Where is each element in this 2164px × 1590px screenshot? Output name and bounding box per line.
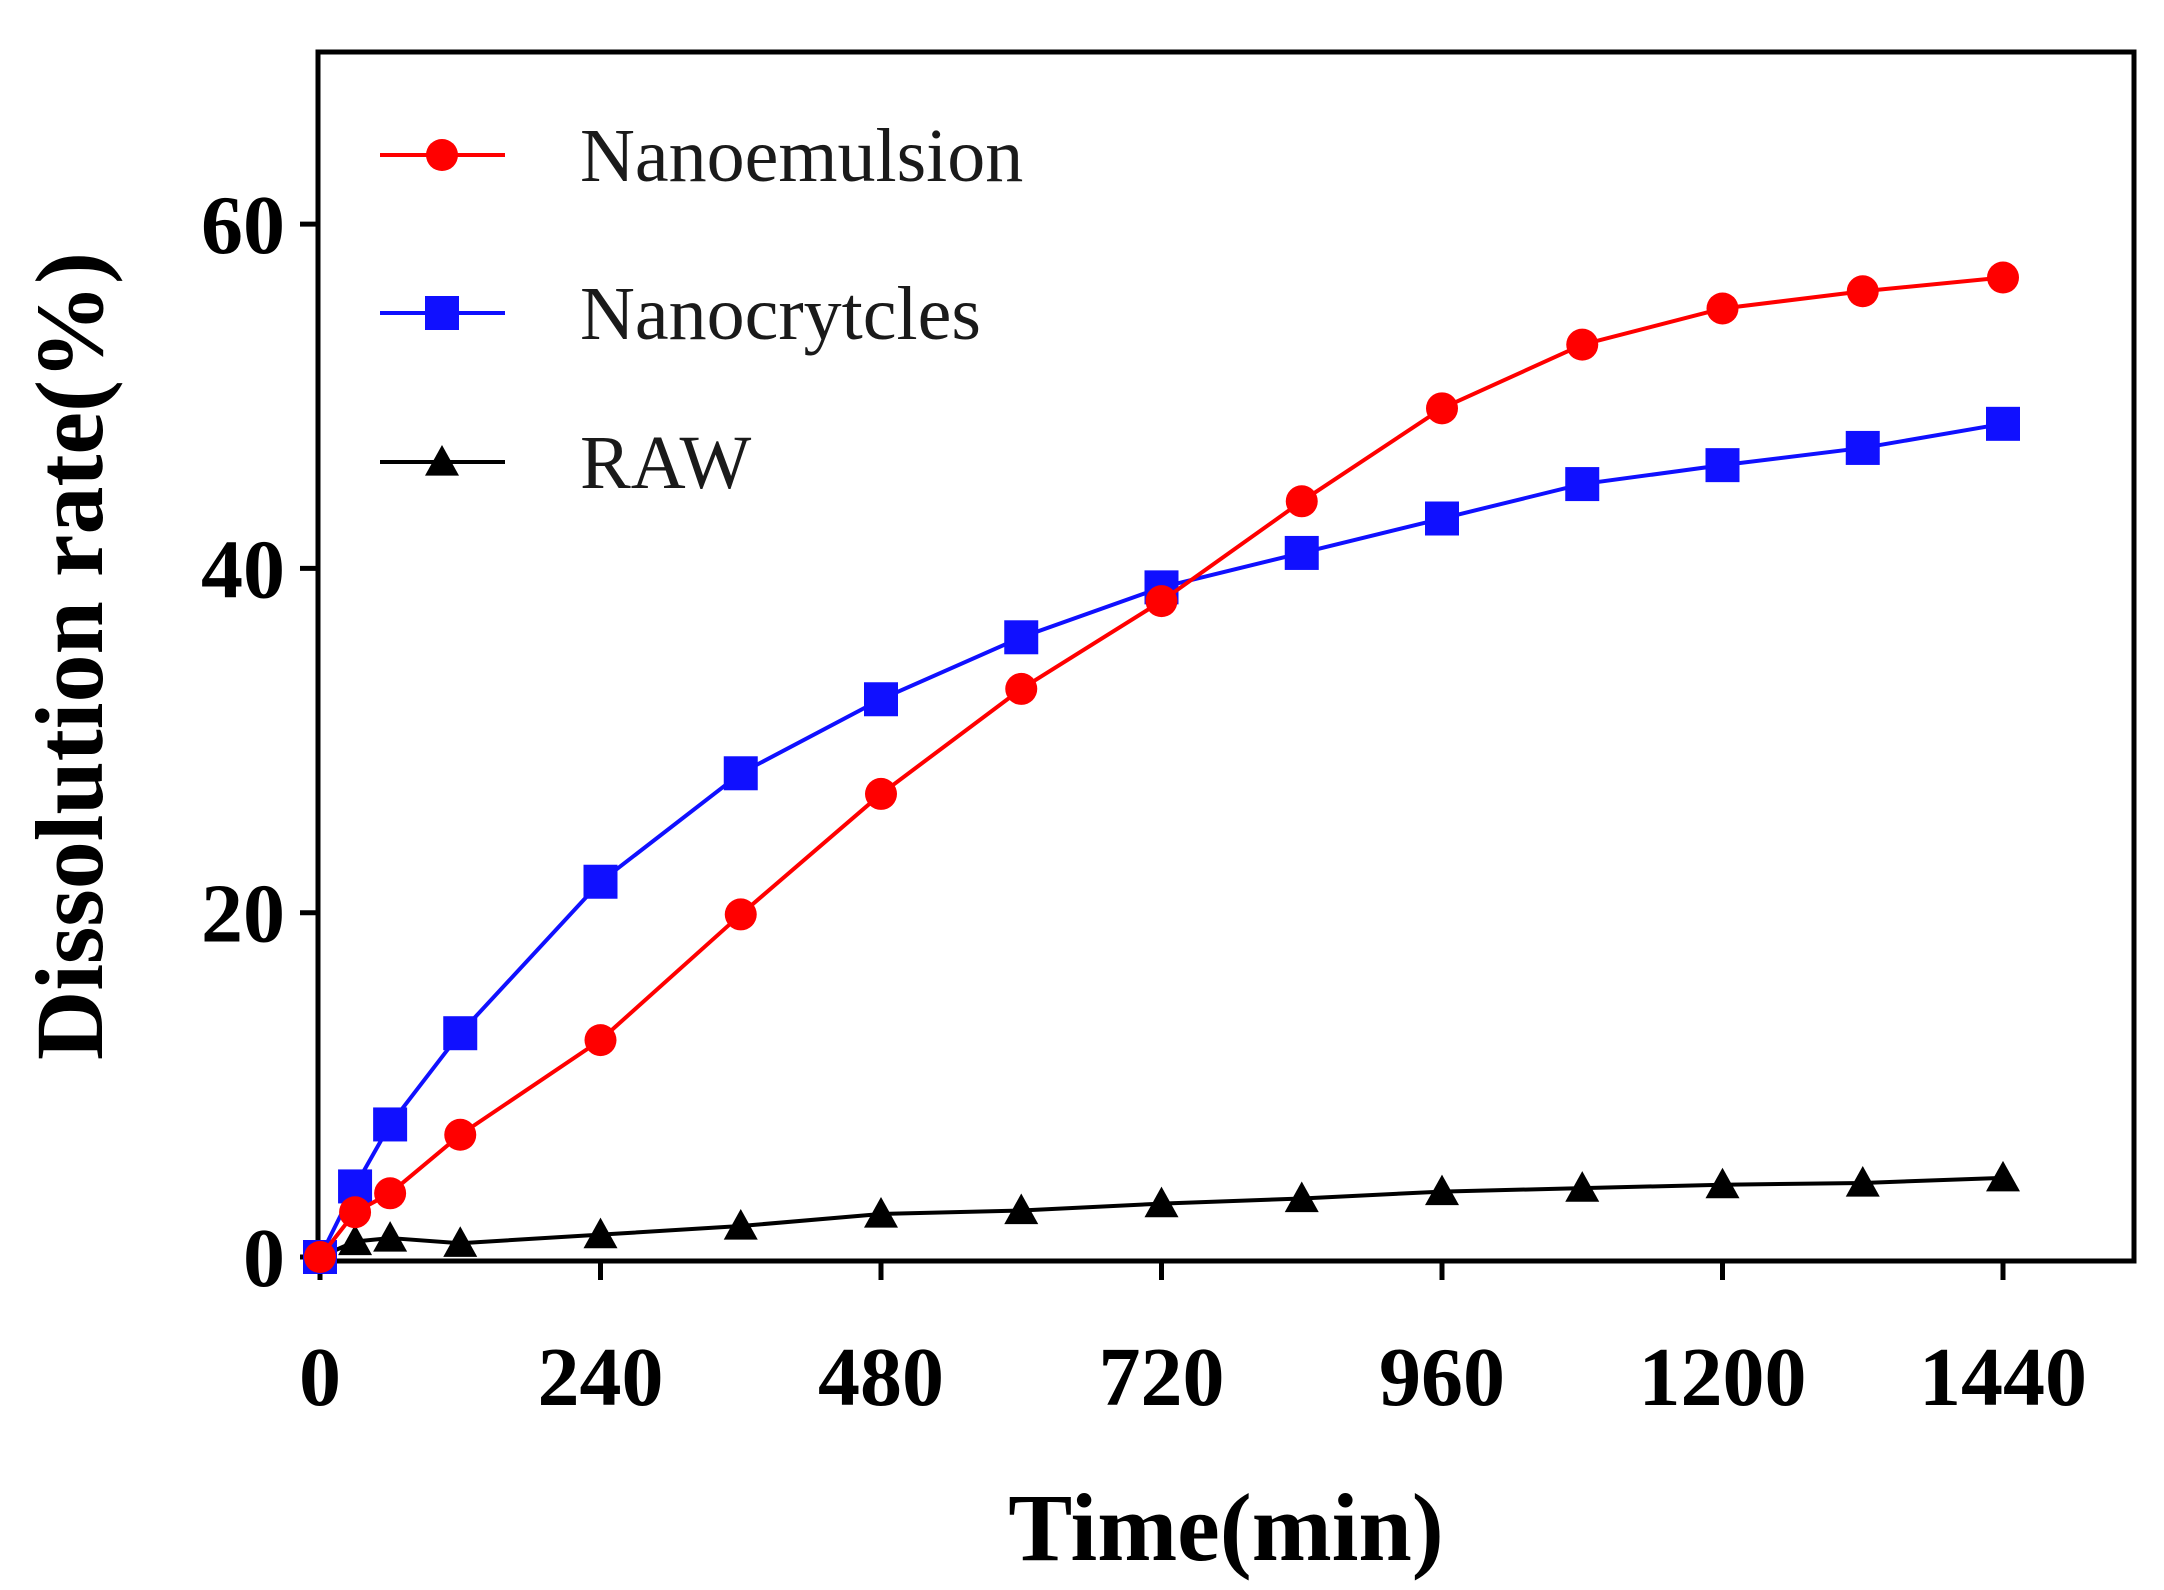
data-point-nanocrytcles [373, 1107, 408, 1142]
data-point-nanoemulsion [1426, 392, 1458, 425]
legend-item-nanoemulsion: Nanoemulsion [380, 114, 1023, 198]
x-tick-label: 1440 [1919, 1331, 2087, 1424]
data-point-nanoemulsion [1145, 585, 1178, 618]
legend-label: RAW [580, 421, 751, 505]
y-axis: 0 20 40 60 [201, 179, 318, 1305]
legend: Nanoemulsion Nanocrytcles RAW [380, 114, 1023, 505]
plot-frame [315, 49, 2137, 1264]
series-line-nanocrytcles [318, 421, 2004, 1258]
data-point-raw [373, 1221, 408, 1252]
data-point-raw [1705, 1167, 1740, 1199]
data-point-nanoemulsion [304, 1241, 336, 1273]
data-point-nanocrytcles [583, 864, 618, 899]
legend-item-raw: RAW [380, 421, 751, 505]
data-point-raw [1144, 1186, 1179, 1218]
data-point-raw [1284, 1181, 1319, 1213]
y-axis-title: Dissolution rate(%) [16, 252, 123, 1060]
x-tick-label: 1200 [1639, 1331, 1807, 1424]
data-point-raw [1565, 1171, 1600, 1202]
data-point-raw [1425, 1174, 1459, 1206]
legend-item-nanocrytcles: Nanocrytcles [380, 272, 981, 356]
data-point-raw [1845, 1165, 1880, 1197]
data-point-nanocrytcles [1004, 620, 1039, 655]
series-line-nanoemulsion [318, 275, 2004, 1259]
data-point-nanoemulsion [1285, 485, 1318, 518]
data-point-nanocrytcles [1565, 467, 1600, 502]
legend-marker [425, 296, 459, 330]
legend-marker [426, 139, 458, 171]
data-point-nanocrytcles [1705, 448, 1740, 483]
legend-marker [425, 445, 459, 476]
data-point-nanoemulsion [584, 1024, 617, 1057]
data-point-nanocrytcles [1845, 430, 1880, 465]
series-layer [303, 261, 2020, 1274]
legend-label: Nanocrytcles [580, 272, 981, 356]
data-point-nanocrytcles [1284, 535, 1319, 570]
data-point-raw [443, 1226, 478, 1257]
y-tick-label: 40 [201, 523, 285, 616]
x-tick-label: 0 [299, 1331, 341, 1424]
series-nanocrytcles [303, 406, 2020, 1274]
x-tick-label: 720 [1099, 1331, 1225, 1424]
data-point-nanocrytcles [723, 756, 758, 791]
series-nanoemulsion [304, 261, 2019, 1273]
data-point-nanoemulsion [1706, 292, 1739, 325]
data-point-nanoemulsion [1846, 275, 1879, 308]
data-point-nanoemulsion [865, 777, 897, 810]
data-point-nanoemulsion [444, 1118, 477, 1151]
data-point-raw [723, 1209, 758, 1240]
y-tick-label: 0 [243, 1212, 285, 1305]
x-axis: 0 240 480 720 960 1200 1440 [299, 1261, 2087, 1424]
data-point-nanoemulsion [339, 1196, 372, 1229]
data-point-nanocrytcles [443, 1016, 478, 1051]
legend-label: Nanoemulsion [580, 114, 1023, 198]
data-point-nanocrytcles [1425, 501, 1459, 536]
data-point-nanocrytcles [864, 682, 898, 717]
x-axis-title: Time(min) [1008, 1474, 1444, 1581]
y-tick-label: 60 [201, 179, 285, 272]
data-point-nanoemulsion [1987, 261, 2019, 294]
x-tick-label: 240 [538, 1331, 664, 1424]
data-point-raw [864, 1196, 898, 1228]
x-tick-label: 960 [1379, 1331, 1505, 1424]
y-tick-label: 20 [201, 868, 285, 961]
data-point-raw [338, 1224, 373, 1256]
data-point-raw [1004, 1193, 1039, 1225]
data-point-nanoemulsion [374, 1177, 407, 1210]
data-point-raw [1986, 1160, 2020, 1192]
series-raw [303, 1160, 2020, 1271]
data-point-raw [583, 1217, 618, 1249]
data-point-nanoemulsion [1566, 328, 1599, 361]
data-point-nanoemulsion [724, 898, 757, 931]
data-point-nanocrytcles [1986, 406, 2020, 441]
x-tick-label: 480 [818, 1331, 944, 1424]
data-point-nanoemulsion [1005, 672, 1038, 705]
